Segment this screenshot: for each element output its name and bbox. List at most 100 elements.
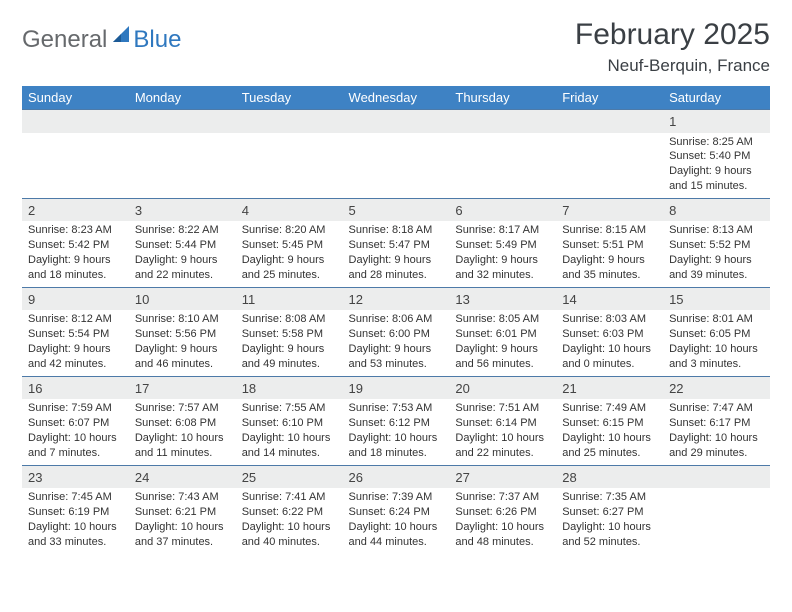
daylight-text: Daylight: 10 hours and 11 minutes. — [135, 431, 230, 461]
day-cell — [343, 133, 450, 199]
sunrise-text: Sunrise: 8:06 AM — [349, 312, 444, 327]
calendar-body: 1Sunrise: 8:25 AMSunset: 5:40 PMDaylight… — [22, 110, 770, 554]
daylight-text: Daylight: 9 hours and 22 minutes. — [135, 253, 230, 283]
sunset-text: Sunset: 6:00 PM — [349, 327, 444, 342]
day-number: 1 — [663, 110, 770, 133]
day-cell: Sunrise: 7:43 AMSunset: 6:21 PMDaylight:… — [129, 488, 236, 553]
day-cell — [236, 133, 343, 199]
sunrise-text: Sunrise: 7:49 AM — [562, 401, 657, 416]
day-cell: Sunrise: 8:03 AMSunset: 6:03 PMDaylight:… — [556, 310, 663, 376]
daylight-text: Daylight: 9 hours and 39 minutes. — [669, 253, 764, 283]
sunrise-text: Sunrise: 8:05 AM — [455, 312, 550, 327]
day-number: 10 — [129, 287, 236, 310]
day-number: 11 — [236, 287, 343, 310]
sunrise-text: Sunrise: 7:55 AM — [242, 401, 337, 416]
day-number: 6 — [449, 198, 556, 221]
sunrise-text: Sunrise: 8:10 AM — [135, 312, 230, 327]
day-cell — [556, 133, 663, 199]
day-number: 21 — [556, 376, 663, 399]
sunrise-text: Sunrise: 7:43 AM — [135, 490, 230, 505]
sunrise-text: Sunrise: 8:17 AM — [455, 223, 550, 238]
day-header-row: Sunday Monday Tuesday Wednesday Thursday… — [22, 86, 770, 110]
day-number: 2 — [22, 198, 129, 221]
sunrise-text: Sunrise: 8:20 AM — [242, 223, 337, 238]
day-number: 5 — [343, 198, 450, 221]
sunset-text: Sunset: 5:56 PM — [135, 327, 230, 342]
day-cell: Sunrise: 8:23 AMSunset: 5:42 PMDaylight:… — [22, 221, 129, 287]
daylight-text: Daylight: 10 hours and 37 minutes. — [135, 520, 230, 550]
sunset-text: Sunset: 6:17 PM — [669, 416, 764, 431]
sunset-text: Sunset: 5:42 PM — [28, 238, 123, 253]
day-cell: Sunrise: 7:37 AMSunset: 6:26 PMDaylight:… — [449, 488, 556, 553]
sunrise-text: Sunrise: 7:35 AM — [562, 490, 657, 505]
day-cell: Sunrise: 8:10 AMSunset: 5:56 PMDaylight:… — [129, 310, 236, 376]
day-number: 12 — [343, 287, 450, 310]
sunrise-text: Sunrise: 7:53 AM — [349, 401, 444, 416]
sunset-text: Sunset: 6:05 PM — [669, 327, 764, 342]
title-block: February 2025 Neuf-Berquin, France — [575, 18, 770, 76]
day-cell: Sunrise: 8:01 AMSunset: 6:05 PMDaylight:… — [663, 310, 770, 376]
sunset-text: Sunset: 6:08 PM — [135, 416, 230, 431]
day-header: Thursday — [449, 86, 556, 110]
daylight-text: Daylight: 10 hours and 7 minutes. — [28, 431, 123, 461]
day-number: 24 — [129, 465, 236, 488]
sunrise-text: Sunrise: 8:13 AM — [669, 223, 764, 238]
sunset-text: Sunset: 5:45 PM — [242, 238, 337, 253]
day-number — [449, 110, 556, 133]
week-data-row: Sunrise: 8:12 AMSunset: 5:54 PMDaylight:… — [22, 310, 770, 376]
logo-text-general: General — [22, 26, 107, 54]
daylight-text: Daylight: 9 hours and 32 minutes. — [455, 253, 550, 283]
day-header: Friday — [556, 86, 663, 110]
day-cell: Sunrise: 7:51 AMSunset: 6:14 PMDaylight:… — [449, 399, 556, 465]
calendar-page: General Blue February 2025 Neuf-Berquin,… — [0, 0, 792, 554]
sunset-text: Sunset: 6:03 PM — [562, 327, 657, 342]
daylight-text: Daylight: 9 hours and 42 minutes. — [28, 342, 123, 372]
daylight-text: Daylight: 10 hours and 52 minutes. — [562, 520, 657, 550]
sunrise-text: Sunrise: 7:47 AM — [669, 401, 764, 416]
day-cell: Sunrise: 8:06 AMSunset: 6:00 PMDaylight:… — [343, 310, 450, 376]
day-header: Sunday — [22, 86, 129, 110]
day-number: 4 — [236, 198, 343, 221]
header: General Blue February 2025 Neuf-Berquin,… — [22, 18, 770, 76]
day-header: Tuesday — [236, 86, 343, 110]
daylight-text: Daylight: 9 hours and 56 minutes. — [455, 342, 550, 372]
day-header: Wednesday — [343, 86, 450, 110]
day-number: 26 — [343, 465, 450, 488]
daylight-text: Daylight: 10 hours and 40 minutes. — [242, 520, 337, 550]
sunset-text: Sunset: 6:26 PM — [455, 505, 550, 520]
week-daynum-row: 9101112131415 — [22, 287, 770, 310]
day-cell: Sunrise: 7:55 AMSunset: 6:10 PMDaylight:… — [236, 399, 343, 465]
daylight-text: Daylight: 10 hours and 3 minutes. — [669, 342, 764, 372]
sunrise-text: Sunrise: 8:18 AM — [349, 223, 444, 238]
sunrise-text: Sunrise: 7:39 AM — [349, 490, 444, 505]
sunset-text: Sunset: 5:40 PM — [669, 149, 764, 164]
sunrise-text: Sunrise: 8:25 AM — [669, 135, 764, 150]
sunset-text: Sunset: 5:58 PM — [242, 327, 337, 342]
day-cell: Sunrise: 7:47 AMSunset: 6:17 PMDaylight:… — [663, 399, 770, 465]
week-daynum-row: 16171819202122 — [22, 376, 770, 399]
sunset-text: Sunset: 6:24 PM — [349, 505, 444, 520]
sunrise-text: Sunrise: 8:12 AM — [28, 312, 123, 327]
day-number: 22 — [663, 376, 770, 399]
day-number: 16 — [22, 376, 129, 399]
week-daynum-row: 2345678 — [22, 198, 770, 221]
day-header: Saturday — [663, 86, 770, 110]
sunset-text: Sunset: 6:21 PM — [135, 505, 230, 520]
daylight-text: Daylight: 10 hours and 0 minutes. — [562, 342, 657, 372]
sunset-text: Sunset: 6:14 PM — [455, 416, 550, 431]
sunset-text: Sunset: 6:22 PM — [242, 505, 337, 520]
sunset-text: Sunset: 6:15 PM — [562, 416, 657, 431]
sunrise-text: Sunrise: 7:45 AM — [28, 490, 123, 505]
daylight-text: Daylight: 9 hours and 49 minutes. — [242, 342, 337, 372]
sunset-text: Sunset: 6:10 PM — [242, 416, 337, 431]
daylight-text: Daylight: 9 hours and 18 minutes. — [28, 253, 123, 283]
day-cell: Sunrise: 7:53 AMSunset: 6:12 PMDaylight:… — [343, 399, 450, 465]
sunset-text: Sunset: 5:51 PM — [562, 238, 657, 253]
day-cell: Sunrise: 8:25 AMSunset: 5:40 PMDaylight:… — [663, 133, 770, 199]
sunset-text: Sunset: 6:07 PM — [28, 416, 123, 431]
sunset-text: Sunset: 6:12 PM — [349, 416, 444, 431]
logo: General Blue — [22, 18, 181, 55]
logo-text-blue: Blue — [133, 26, 181, 54]
sunrise-text: Sunrise: 8:15 AM — [562, 223, 657, 238]
daylight-text: Daylight: 9 hours and 15 minutes. — [669, 164, 764, 194]
